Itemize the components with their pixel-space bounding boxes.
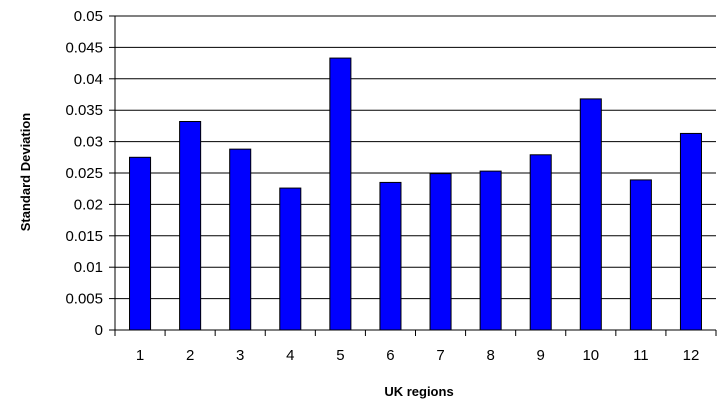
x-tick-label: 10 bbox=[582, 347, 599, 364]
y-tick-label: 0.04 bbox=[74, 71, 103, 88]
x-tick-label: 6 bbox=[386, 347, 394, 364]
x-tick-label: 3 bbox=[236, 347, 244, 364]
bar bbox=[479, 170, 502, 331]
x-tick-label: 8 bbox=[486, 347, 494, 364]
x-tick-label: 11 bbox=[633, 347, 649, 364]
gridlines bbox=[115, 15, 716, 300]
y-tick-label: 0 bbox=[95, 322, 103, 339]
bars bbox=[129, 57, 702, 331]
bar bbox=[429, 173, 452, 331]
axes bbox=[109, 15, 717, 336]
y-tick-label: 0.035 bbox=[65, 102, 103, 119]
bar bbox=[379, 181, 402, 331]
bar bbox=[129, 156, 152, 331]
x-tick-label: 2 bbox=[186, 347, 194, 364]
x-tick-label: 12 bbox=[683, 347, 700, 364]
y-tick-label: 0.045 bbox=[65, 39, 103, 56]
x-tick-label: 7 bbox=[436, 347, 444, 364]
y-tick-label: 0.01 bbox=[74, 259, 103, 276]
y-tick-label: 0.02 bbox=[74, 196, 103, 213]
bar bbox=[179, 121, 202, 331]
y-tick-label: 0.005 bbox=[65, 291, 103, 308]
y-axis-title: Standard Deviation bbox=[18, 113, 33, 232]
bar bbox=[229, 148, 252, 331]
bar bbox=[279, 187, 302, 331]
x-tick-label: 9 bbox=[537, 347, 545, 364]
x-axis-title: UK regions bbox=[384, 384, 453, 399]
x-tick-label: 1 bbox=[136, 347, 144, 364]
y-tick-labels: 0 0.005 0.01 0.015 0.02 0.025 0.03 0.035 0.04 0.0… bbox=[65, 8, 103, 339]
y-tick-label: 0.025 bbox=[65, 165, 103, 182]
bar bbox=[629, 179, 652, 331]
x-tick-label: 5 bbox=[336, 347, 344, 364]
x-tick-labels: 1 2 3 4 5 6 7 8 9 10 11 12 bbox=[136, 347, 699, 364]
bar bbox=[579, 98, 602, 331]
x-tick-label: 4 bbox=[286, 347, 294, 364]
y-tick-label: 0.05 bbox=[74, 8, 103, 25]
y-tick-label: 0.03 bbox=[74, 134, 103, 151]
bar bbox=[329, 57, 352, 331]
bar bbox=[679, 132, 702, 331]
bar bbox=[529, 154, 552, 331]
y-tick-label: 0.015 bbox=[65, 228, 103, 245]
